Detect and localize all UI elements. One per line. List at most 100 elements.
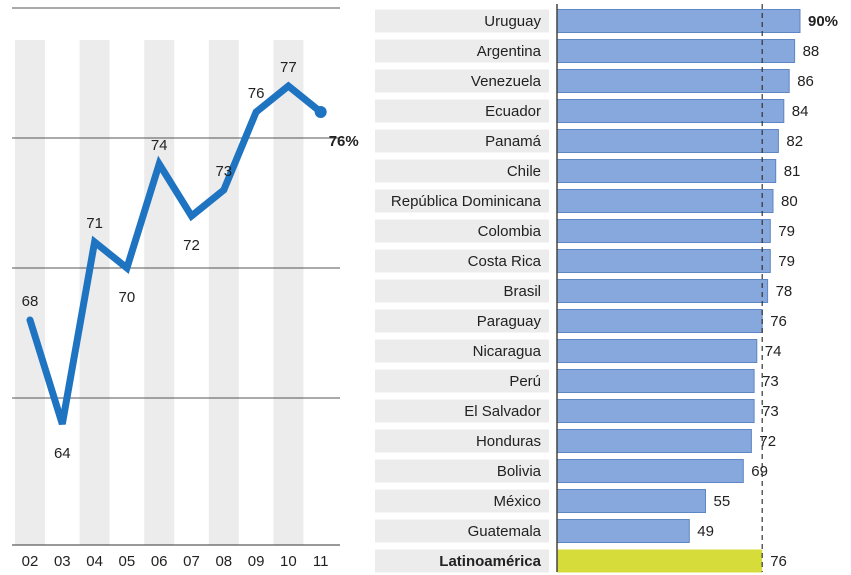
value-label: 76 (770, 553, 787, 570)
data-label: 68 (22, 293, 39, 310)
category-label: Paraguay (477, 313, 542, 330)
row-band (375, 189, 549, 213)
data-label: 71 (86, 215, 103, 232)
bar (556, 129, 779, 153)
line-chart: 68 64 71 70 74 72 73 76 77 76% 02 03 04 05 06 07 08 09 10 1… (12, 7, 359, 570)
value-label: 86 (797, 73, 814, 90)
bar-chart: Uruguay 90% Argentina 88 Venezuela 86 Ecuador 8… (375, 4, 838, 573)
x-tick-label: 05 (119, 553, 136, 570)
category-label: Ecuador (485, 103, 541, 120)
data-label: 76 (248, 85, 265, 102)
category-label: México (493, 493, 541, 510)
x-tick-label: 07 (183, 553, 200, 570)
data-label: 64 (54, 445, 71, 462)
bar (556, 279, 769, 303)
row-band (375, 219, 549, 243)
row-band (375, 69, 549, 93)
x-tick-label: 03 (54, 553, 71, 570)
row-band (375, 99, 549, 123)
value-label: 90% (808, 13, 838, 30)
category-label: Panamá (485, 133, 542, 150)
bar (556, 399, 755, 423)
bar (556, 39, 796, 63)
value-label: 72 (759, 433, 776, 450)
bar (556, 459, 744, 483)
bar (556, 309, 763, 333)
bar (556, 339, 758, 363)
line-band (273, 40, 304, 545)
bar (556, 489, 706, 513)
row-band (375, 39, 549, 63)
value-label: 88 (803, 43, 820, 60)
bar (556, 369, 755, 393)
row-band (375, 159, 549, 183)
row-band (375, 9, 549, 33)
category-label: Colombia (478, 223, 542, 240)
value-label: 76 (770, 313, 787, 330)
row-band (375, 519, 549, 543)
category-label: Perú (509, 373, 541, 390)
line-band (144, 40, 175, 545)
x-tick-label: 10 (280, 553, 297, 570)
bar (556, 99, 785, 123)
x-tick-label: 09 (248, 553, 265, 570)
bar (556, 249, 771, 273)
row-band (375, 129, 549, 153)
value-label: 74 (765, 343, 782, 360)
data-label: 77 (280, 59, 297, 76)
value-label: 81 (784, 163, 801, 180)
value-label: 79 (778, 253, 795, 270)
value-label: 73 (762, 373, 779, 390)
value-label: 84 (792, 103, 809, 120)
category-label: Argentina (477, 43, 542, 60)
bar (556, 429, 752, 453)
value-label: 55 (714, 493, 731, 510)
row-band (375, 309, 549, 333)
data-label: 76% (329, 133, 359, 150)
row-band (375, 429, 549, 453)
value-label: 80 (781, 193, 798, 210)
category-label: Venezuela (471, 73, 542, 90)
category-label: Costa Rica (468, 253, 542, 270)
x-tick-label: 04 (86, 553, 103, 570)
x-tick-label: 06 (151, 553, 168, 570)
x-tick-label: 08 (215, 553, 232, 570)
value-label: 73 (762, 403, 779, 420)
data-label: 70 (119, 289, 136, 306)
bar (556, 519, 690, 543)
row-band (375, 489, 549, 513)
line-band (15, 40, 45, 545)
value-label: 79 (778, 223, 795, 240)
bar (556, 9, 801, 33)
data-label: 73 (215, 163, 232, 180)
value-label: 82 (786, 133, 803, 150)
category-label: Honduras (476, 433, 541, 450)
category-label: Brasil (503, 283, 541, 300)
category-label: Chile (507, 163, 541, 180)
value-label: 69 (751, 463, 768, 480)
row-band (375, 279, 549, 303)
line-band (208, 40, 239, 545)
data-point-end (314, 106, 327, 118)
bar (556, 159, 777, 183)
category-label: Nicaragua (473, 343, 542, 360)
category-label: Latinoamérica (439, 553, 541, 570)
value-label: 78 (776, 283, 793, 300)
bar (556, 219, 771, 243)
category-label: El Salvador (464, 403, 541, 420)
data-label: 72 (183, 237, 200, 254)
row-band (375, 459, 549, 483)
data-label: 74 (151, 137, 168, 154)
row-band (375, 549, 549, 573)
row-band (375, 339, 549, 363)
category-label: Bolivia (497, 463, 542, 480)
bar (556, 69, 790, 93)
value-label: 49 (697, 523, 714, 540)
series-line (26, 81, 325, 426)
category-label: Guatemala (468, 523, 542, 540)
x-tick-label: 11 (313, 553, 329, 570)
bar (556, 189, 774, 213)
bar (557, 549, 763, 573)
row-band (375, 399, 549, 423)
